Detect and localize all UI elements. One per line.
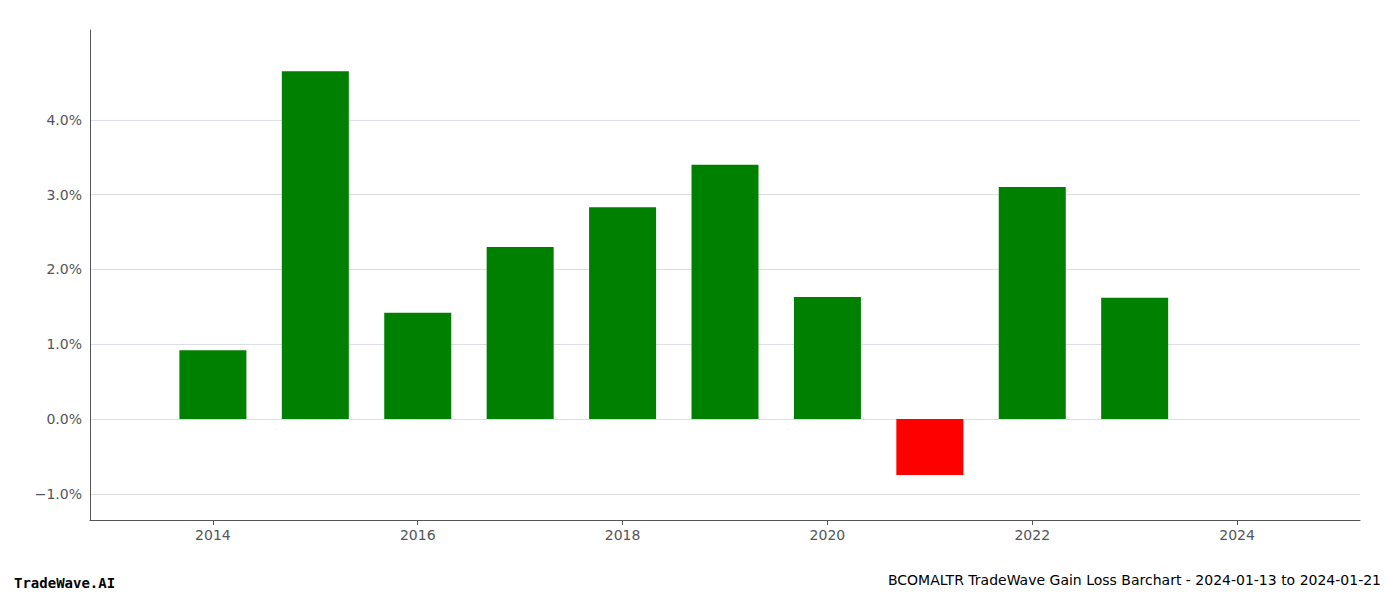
svg-text:3.0%: 3.0%: [46, 187, 82, 203]
svg-text:2.0%: 2.0%: [46, 261, 82, 277]
svg-text:4.0%: 4.0%: [46, 112, 82, 128]
svg-text:1.0%: 1.0%: [46, 336, 82, 352]
svg-text:2024: 2024: [1219, 527, 1255, 543]
svg-text:2018: 2018: [605, 527, 641, 543]
svg-text:2020: 2020: [810, 527, 846, 543]
svg-text:TradeWave.AI: TradeWave.AI: [14, 575, 115, 591]
svg-text:BCOMALTR TradeWave Gain Loss B: BCOMALTR TradeWave Gain Loss Barchart - …: [888, 572, 1381, 588]
svg-text:2014: 2014: [195, 527, 231, 543]
svg-text:2016: 2016: [400, 527, 436, 543]
svg-text:0.0%: 0.0%: [46, 411, 82, 427]
svg-text:−1.0%: −1.0%: [35, 486, 82, 502]
svg-text:2022: 2022: [1014, 527, 1050, 543]
